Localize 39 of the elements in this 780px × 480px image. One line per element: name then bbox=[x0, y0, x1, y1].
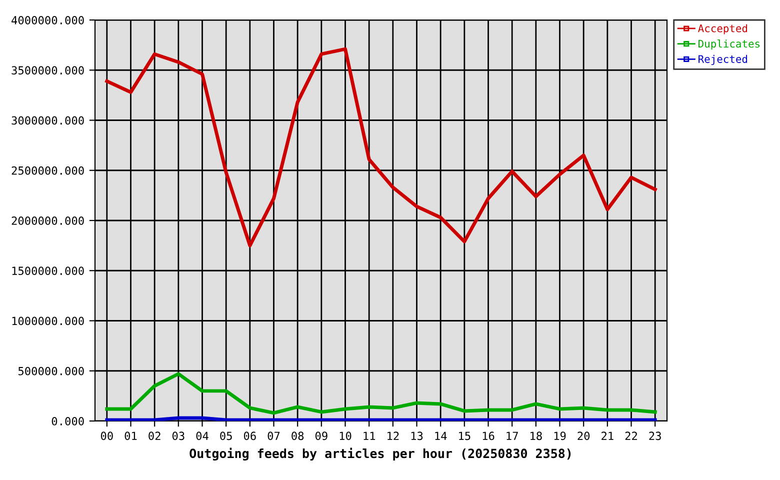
x-tick-label: 21 bbox=[602, 432, 614, 440]
line-series bbox=[105, 47, 657, 248]
x-tick-label: 23 bbox=[649, 432, 661, 440]
y-tick-label: 3500000.000 bbox=[12, 66, 84, 75]
x-tick-label: 22 bbox=[625, 432, 637, 440]
y-tick-label: 2500000.000 bbox=[12, 166, 84, 175]
x-tick-label: 13 bbox=[411, 432, 423, 440]
legend-label: Duplicates bbox=[698, 40, 760, 50]
x-tick-label: 12 bbox=[388, 432, 399, 440]
x-tick-label: 02 bbox=[148, 432, 160, 440]
x-tick-label: 18 bbox=[530, 432, 542, 440]
x-tick-label: 15 bbox=[459, 432, 470, 440]
x-tick-label: 04 bbox=[196, 432, 208, 440]
y-tick-label: 2000000.000 bbox=[12, 216, 84, 225]
x-tick-label: 11 bbox=[364, 432, 376, 440]
line-series bbox=[105, 372, 657, 415]
x-tick-label: 19 bbox=[554, 432, 566, 440]
x-tick-label: 03 bbox=[172, 432, 184, 440]
x-axis-title: Outgoing feeds by articles per hour (20250830 2358) bbox=[190, 448, 571, 461]
y-tick-label: 3000000.000 bbox=[12, 116, 84, 125]
y-tick-label: 4000000.000 bbox=[12, 16, 84, 24]
x-tick-label: 20 bbox=[578, 432, 590, 440]
x-tick-label: 09 bbox=[315, 432, 328, 440]
x-tick-label: 01 bbox=[124, 432, 137, 440]
x-tick-label: 16 bbox=[482, 432, 494, 440]
x-tick-label: 10 bbox=[340, 432, 352, 440]
y-tick-label: 0.000 bbox=[52, 417, 84, 426]
y-tick-label: 1000000.000 bbox=[12, 316, 84, 326]
y-tick-label: 1500000.000 bbox=[12, 266, 84, 276]
x-tick-label: 08 bbox=[292, 432, 304, 440]
x-tick-label: 14 bbox=[435, 432, 447, 440]
x-tick-label: 06 bbox=[244, 432, 256, 440]
x-tick-label: 00 bbox=[100, 432, 113, 440]
legend-label: Accepted bbox=[698, 24, 748, 34]
x-tick-label: 05 bbox=[220, 432, 232, 440]
x-tick-label: 07 bbox=[268, 432, 280, 440]
y-tick-label: 500000.000 bbox=[18, 366, 84, 376]
x-tick-label: 17 bbox=[506, 432, 518, 440]
legend-label: Rejected bbox=[698, 54, 748, 65]
